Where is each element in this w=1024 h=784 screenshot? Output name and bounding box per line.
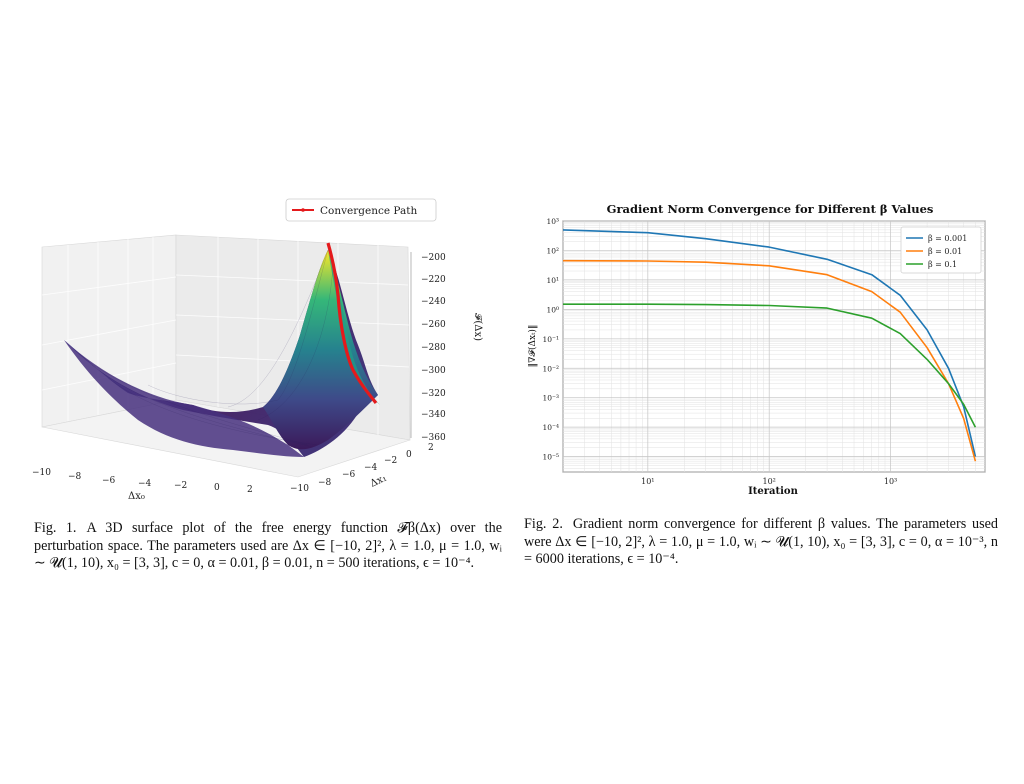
- figure-1-surface-plot: Convergence Path −200 −220 −240 −260 −28…: [28, 195, 498, 505]
- gradient-norm-chart-svg: Gradient Norm Convergence for Different …: [527, 202, 986, 497]
- z-tick-label: −280: [421, 343, 446, 353]
- y-tick-label: 10⁻³: [542, 394, 559, 403]
- caption-label: Fig. 2.: [524, 516, 563, 532]
- chart-ticks: 10¹ 10² 10³ 10³ 10² 10¹ 10⁰ 10⁻¹ 10⁻² 10⁻³ 10⁻⁴ 10⁻…: [542, 217, 897, 486]
- z-tick-label: −360: [421, 433, 446, 443]
- x-tick-label: 10³: [884, 477, 897, 486]
- x-tick-label: −10: [32, 468, 51, 478]
- x-axis-label: Δx₀: [128, 491, 145, 502]
- y-axis: −10 −8 −6 −4 −2 0 2 Δx₁: [290, 443, 434, 494]
- x-tick-label: −4: [138, 479, 152, 489]
- z-tick-label: −340: [421, 410, 446, 420]
- legend-entry: β = 0.001: [928, 234, 967, 243]
- series-line: [562, 229, 977, 457]
- x-tick-label: −6: [102, 476, 116, 486]
- x-axis: −10 −8 −6 −4 −2 0 2 Δx₀: [32, 468, 253, 502]
- chart-legend: β = 0.001 β = 0.01 β = 0.1: [900, 226, 982, 274]
- chart-series-lines: [562, 229, 977, 462]
- x-tick-label: 10¹: [641, 477, 654, 486]
- chart-title: Gradient Norm Convergence for Different …: [607, 202, 934, 216]
- surface-plot-svg: Convergence Path −200 −220 −240 −260 −28…: [32, 198, 483, 502]
- y-tick-label: 2: [428, 443, 434, 453]
- x-tick-label: −2: [174, 481, 187, 491]
- caption-label: Fig. 1.: [34, 520, 77, 536]
- y-tick-label: 10⁻⁵: [542, 453, 559, 462]
- y-tick-label: −4: [364, 463, 378, 473]
- z-tick-label: −260: [421, 320, 446, 330]
- z-tick-label: −240: [421, 297, 446, 307]
- y-tick-label: 10²: [546, 246, 559, 255]
- x-axis-label: Iteration: [748, 486, 798, 497]
- x-tick-label: 0: [214, 483, 220, 493]
- y-tick-label: 10⁻⁴: [542, 423, 559, 432]
- convergence-path-line: [326, 242, 378, 404]
- y-tick-label: −8: [318, 478, 332, 488]
- legend-entry: β = 0.01: [928, 247, 962, 256]
- series-line: [563, 303, 977, 428]
- y-tick-label: 10³: [546, 217, 559, 226]
- z-axis: −200 −220 −240 −260 −280 −300 −320 −340 …: [410, 252, 483, 443]
- y-axis-label: Δx₁: [369, 473, 389, 490]
- y-tick-label: 0: [406, 450, 412, 460]
- z-axis-label: 𝓕(Δx): [472, 313, 483, 341]
- y-tick-label: −6: [342, 470, 356, 480]
- y-tick-label: 10⁻²: [542, 364, 559, 373]
- y-tick-label: −2: [384, 456, 397, 466]
- y-tick-label: 10⁰: [546, 305, 559, 314]
- figure1-legend: Convergence Path: [285, 198, 437, 222]
- series-line: [562, 259, 977, 462]
- z-tick-label: −300: [421, 366, 446, 376]
- z-tick-label: −200: [421, 253, 446, 263]
- figure-1-caption: Fig. 1. A 3D surface plot of the free ene…: [34, 520, 502, 573]
- y-tick-label: 10¹: [546, 276, 559, 285]
- legend-entry: β = 0.1: [928, 260, 957, 269]
- energy-surface: [64, 249, 380, 457]
- x-tick-label: 2: [247, 485, 253, 495]
- y-axis-label: ‖∇𝓕(Δxₜ)‖: [527, 325, 538, 368]
- z-tick-label: −320: [421, 389, 446, 399]
- y-tick-label: 10⁻¹: [542, 335, 559, 344]
- caption-text: A 3D surface plot of the free energy fun…: [34, 520, 502, 571]
- x-tick-label: 10²: [762, 477, 775, 486]
- figure-2-gradient-norm-chart: Gradient Norm Convergence for Different …: [525, 196, 1003, 501]
- x-tick-label: −8: [68, 472, 82, 482]
- legend-label-convergence-path: Convergence Path: [320, 205, 417, 217]
- caption-text: Gradient norm convergence for different …: [524, 516, 998, 567]
- figure-2-caption: Fig. 2. Gradient norm convergence for dif…: [524, 516, 998, 569]
- z-tick-label: −220: [421, 275, 446, 285]
- y-tick-label: −10: [290, 484, 309, 494]
